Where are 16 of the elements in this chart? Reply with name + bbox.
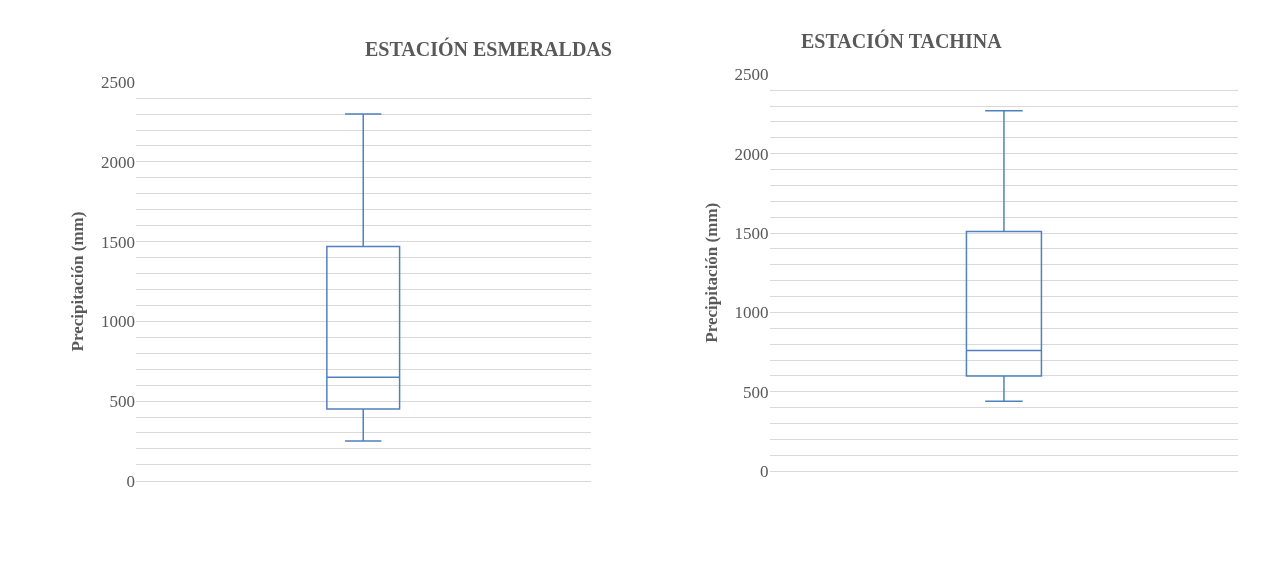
y-tick-label: 2000	[100, 152, 135, 172]
y-tick-label: 2000	[734, 144, 769, 164]
y-axis-title: Precipitación (mm)	[702, 202, 722, 343]
y-tick-label: 500	[109, 392, 135, 412]
y-tick-label: 1500	[100, 232, 135, 252]
y-tick-label: 1500	[734, 223, 769, 243]
y-axis-title: Precipitación (mm)	[68, 211, 88, 352]
y-tick-label: 0	[126, 471, 135, 491]
y-tick-label: 1000	[734, 303, 769, 323]
chart-title: ESTACIÓN ESMERALDAS	[365, 37, 612, 60]
y-tick-label: 2500	[734, 65, 769, 85]
y-tick-label: 500	[743, 382, 769, 402]
chart-title: ESTACIÓN TACHINA	[801, 29, 1003, 52]
y-tick-label: 2500	[100, 73, 135, 93]
y-tick-label: 0	[760, 462, 769, 482]
y-tick-label: 1000	[100, 312, 135, 332]
